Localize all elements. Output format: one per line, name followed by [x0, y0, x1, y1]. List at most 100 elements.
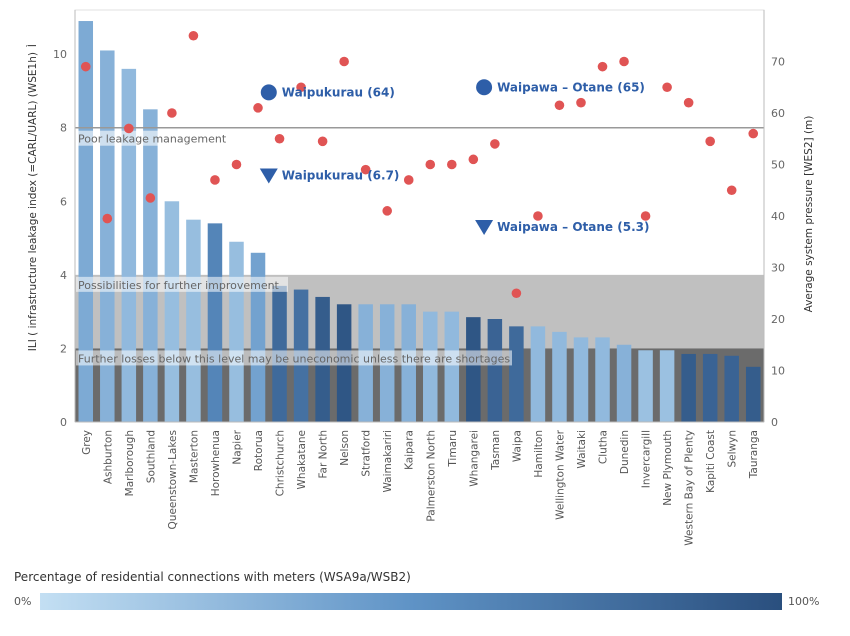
pressure-dot-31 — [748, 128, 759, 139]
pressure-dot-23 — [576, 97, 586, 108]
category-label-7: Napier — [231, 429, 243, 464]
bar-24 — [595, 337, 610, 422]
color-legend-max-label: 100% — [788, 595, 820, 608]
category-label-3: Southland — [145, 430, 157, 483]
pressure-dot-22 — [554, 100, 565, 111]
category-label-26: Invercargill — [641, 430, 653, 488]
category-label-30: Selwyn — [727, 430, 739, 468]
y-left-axis-top-glyph: Ì — [26, 44, 39, 47]
pressure-dot-13 — [360, 164, 371, 175]
y-right-tick-5: 50 — [771, 159, 785, 172]
category-label-6: Horowhenua — [210, 430, 222, 496]
band-label-bg-0 — [76, 276, 288, 292]
category-label-20: Waipa — [511, 430, 523, 462]
annotation-label-2: Waipukurau (6.7) — [282, 169, 400, 183]
band-label-0: Possibilities for further improvement — [78, 279, 280, 292]
pressure-dot-10 — [296, 82, 306, 93]
color-legend-gradient — [40, 593, 782, 610]
annotation-marker-0 — [260, 84, 277, 101]
bar-30 — [724, 355, 739, 422]
bar-5 — [186, 219, 201, 422]
pressure-dot-20 — [511, 288, 522, 299]
bar-29 — [702, 353, 718, 422]
category-label-4: Queenstown-Lakes — [167, 430, 179, 529]
pressure-dot-6 — [210, 175, 220, 185]
y-left-axis-title: ILI ( infrastructure leakage index (=CAR… — [27, 52, 39, 351]
annotation-label-3: Waipawa – Otane (5.3) — [497, 220, 649, 234]
reference-line-label-0: Poor leakage management — [78, 133, 227, 146]
bar-0 — [78, 21, 94, 423]
pressure-dot-17 — [446, 159, 457, 170]
reference-label-bg-0 — [76, 130, 228, 146]
annotation-label-1: Waipawa – Otane (65) — [497, 80, 645, 94]
bar-21 — [530, 326, 546, 422]
y-left-tick-3: 6 — [60, 195, 67, 208]
pressure-dot-29 — [705, 136, 715, 147]
y-right-tick-2: 20 — [771, 313, 785, 326]
category-label-8: Rotorua — [253, 430, 265, 471]
pressure-dot-9 — [274, 133, 285, 144]
pressure-dot-14 — [382, 206, 393, 216]
pressure-dot-0 — [80, 61, 91, 72]
category-label-13: Stratford — [361, 430, 373, 477]
category-label-18: Whangarei — [468, 430, 480, 487]
pressure-dot-16 — [425, 159, 436, 170]
pressure-dot-15 — [403, 175, 414, 185]
bar-19 — [487, 319, 503, 422]
category-label-10: Whakatane — [296, 430, 308, 489]
bar-6 — [207, 223, 223, 422]
category-label-28: Western Bay of Plenty — [684, 430, 696, 546]
bar-25 — [616, 344, 632, 422]
bar-2 — [121, 68, 137, 422]
category-label-9: Christchurch — [275, 430, 287, 496]
y-left-tick-0: 0 — [60, 416, 67, 429]
pressure-dot-24 — [597, 61, 608, 72]
category-label-24: Clutha — [598, 430, 610, 464]
bar-22 — [552, 331, 567, 422]
bar-7 — [229, 241, 244, 422]
pressure-dot-19 — [490, 139, 500, 149]
band-label-1: Further losses below this level may be u… — [78, 352, 510, 365]
category-label-17: Timaru — [447, 430, 459, 468]
pressure-dot-2 — [124, 123, 134, 134]
y-right-tick-0: 0 — [771, 416, 778, 429]
annotation-marker-2 — [259, 168, 278, 184]
bar-1 — [100, 50, 115, 422]
bar-28 — [681, 353, 696, 422]
y-left-tick-2: 4 — [60, 269, 67, 282]
category-label-12: Nelson — [339, 430, 351, 466]
bar-31 — [745, 366, 761, 422]
annotation-marker-1 — [476, 79, 493, 96]
pressure-dot-3 — [145, 193, 156, 203]
pressure-dot-25 — [619, 56, 629, 67]
pressure-dot-8 — [253, 103, 263, 113]
y-right-tick-3: 30 — [771, 262, 785, 275]
category-label-19: Tasman — [490, 430, 502, 471]
pressure-dot-5 — [188, 30, 199, 41]
bar-8 — [250, 252, 266, 422]
bar-4 — [164, 201, 180, 422]
pressure-dot-11 — [317, 136, 328, 147]
y-right-axis-title: Average system pressure [WES2] (m) — [803, 116, 815, 313]
category-label-14: Waimakariri — [382, 430, 394, 493]
pressure-dot-21 — [533, 211, 543, 221]
y-right-tick-7: 70 — [771, 56, 785, 69]
bar-27 — [659, 350, 675, 422]
band-label-bg-1 — [76, 350, 512, 366]
color-legend-min-label: 0% — [14, 595, 32, 608]
category-label-27: New Plymouth — [662, 430, 674, 506]
category-label-1: Ashburton — [102, 430, 114, 484]
pressure-dot-30 — [726, 185, 737, 196]
bar-3 — [143, 109, 158, 423]
y-right-tick-4: 40 — [771, 210, 785, 223]
pressure-dot-1 — [102, 213, 113, 224]
pressure-dot-4 — [167, 108, 177, 118]
bar-20 — [509, 326, 524, 422]
category-label-15: Kaipara — [404, 430, 416, 470]
category-label-2: Marlborough — [124, 430, 136, 496]
category-label-29: Kapiti Coast — [705, 430, 717, 493]
bar-23 — [573, 337, 589, 422]
annotation-label-0: Waipukurau (64) — [282, 85, 395, 99]
category-label-21: Hamilton — [533, 430, 545, 478]
y-right-tick-6: 60 — [771, 107, 785, 120]
